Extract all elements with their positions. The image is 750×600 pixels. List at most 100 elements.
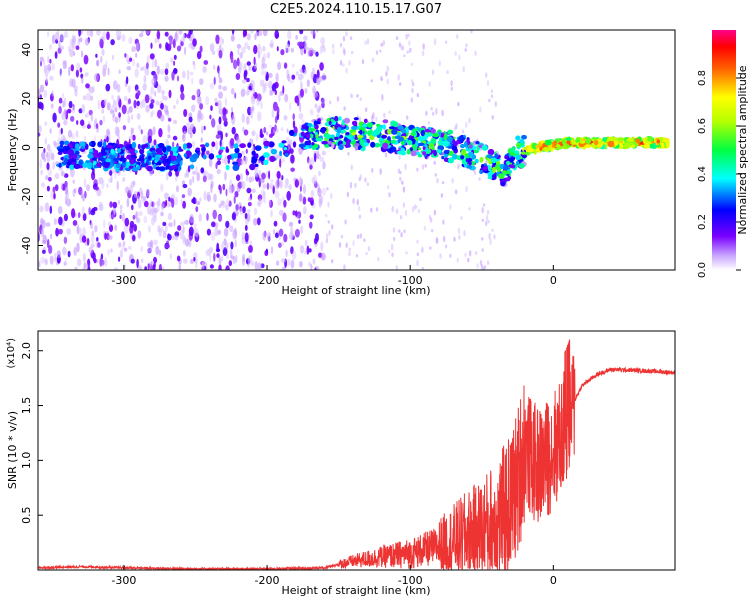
spectrogram-noise-cell (80, 50, 84, 58)
spectrogram-noise-cell (165, 224, 168, 232)
spectrogram-noise-cell (288, 184, 292, 191)
spectrogram-noise-cell (491, 114, 494, 120)
spectrogram-signal-cell (284, 152, 289, 158)
spectrogram-noise-cell (107, 249, 110, 256)
spectrogram-noise-cell (435, 108, 438, 115)
snr-y-axis-label: SNR (10 * v/v) (6, 411, 19, 489)
spectrogram-noise-cell (379, 168, 382, 175)
spectrogram-noise-cell (260, 70, 265, 76)
spectrogram-noise-cell (209, 114, 212, 120)
colorbar-tick-label: 0.2 (697, 214, 708, 230)
spectrogram-signal-cell (515, 161, 520, 166)
spectrogram-noise-cell (106, 136, 109, 143)
spectrogram-noise-cell (137, 265, 143, 270)
spectrogram-noise-cell (293, 126, 298, 135)
spectrogram-noise-cell (210, 231, 216, 241)
spectrogram-noise-cell (193, 223, 197, 229)
spectrogram-noise-cell (451, 177, 454, 184)
spectrogram-signal-cell (232, 161, 239, 165)
spectrogram-signal-cell (469, 144, 473, 149)
spectrogram-signal-cell (359, 139, 365, 146)
spectrogram-noise-cell (286, 128, 289, 134)
spectrogram-noise-cell (264, 69, 267, 76)
spectrogram-noise-cell (170, 57, 174, 64)
spectrogram-noise-cell (176, 75, 180, 82)
spectrogram-signal-cell (510, 165, 515, 169)
spectrogram-noise-cell (73, 51, 76, 56)
spectrogram-signal-cell (418, 142, 425, 146)
spectrogram-noise-cell (315, 232, 319, 243)
spectrogram-noise-cell (110, 39, 115, 46)
spectrogram-noise-cell (45, 175, 49, 181)
spectrogram-noise-cell (279, 179, 283, 189)
spectrogram-noise-cell (72, 179, 75, 184)
spectrogram-noise-cell (356, 234, 360, 239)
spectrogram-noise-cell (158, 128, 163, 138)
spectrogram-noise-cell (80, 119, 85, 126)
spectrogram-noise-cell (102, 64, 108, 71)
spectrogram-noise-cell (216, 168, 221, 175)
spectrogram-noise-cell (56, 250, 61, 259)
y-tick-label: 0 (20, 144, 33, 151)
spectrogram-noise-cell (399, 215, 403, 220)
spectrogram-signal-cell (509, 152, 516, 156)
spectrogram-signal-cell (544, 139, 552, 146)
spectrogram-noise-cell (192, 196, 196, 205)
x-tick-label: -100 (398, 274, 423, 287)
spectrogram-noise-cell (217, 215, 223, 221)
spectrogram-signal-cell (63, 157, 68, 164)
spectrogram-signal-cell (158, 166, 166, 172)
spectrogram-signal-cell (520, 151, 526, 155)
spectrogram-noise-cell (147, 248, 152, 253)
spectrogram-noise-cell (436, 177, 439, 184)
spectrogram-noise-cell (101, 108, 105, 114)
spectrogram-noise-cell (189, 71, 194, 76)
spectrogram-noise-cell (93, 258, 97, 264)
spectrogram-signal-cell (72, 154, 78, 160)
spectrogram-noise-cell (404, 163, 407, 171)
spectrogram-signal-cell (227, 154, 232, 160)
spectrogram-x-axis-label: Height of straight line (km) (281, 284, 430, 297)
spectrogram-noise-cell (206, 150, 210, 155)
spectrogram-signal-cell (649, 143, 655, 149)
spectrogram-noise-cell (488, 232, 491, 240)
spectrogram-noise-cell (103, 257, 108, 267)
spectrogram-signal-cell (613, 141, 619, 146)
spectrogram-noise-cell (196, 171, 200, 182)
spectrogram-noise-cell (118, 256, 121, 262)
spectrogram-noise-cell (168, 196, 171, 202)
spectrogram-noise-cell (209, 264, 214, 269)
spectrogram-noise-cell (158, 263, 162, 270)
spectrogram-noise-cell (265, 248, 268, 254)
spectrogram-noise-cell (66, 228, 72, 235)
spectrogram-noise-cell (137, 199, 142, 209)
spectrogram-signal-cell (482, 165, 488, 172)
spectrogram-noise-cell (416, 239, 419, 244)
spectrogram-signal-cell (630, 144, 635, 148)
spectrogram-noise-cell (294, 228, 300, 238)
spectrogram-noise-cell (132, 234, 136, 242)
spectrogram-signal-cell (168, 155, 172, 162)
spectrogram-noise-cell (225, 132, 228, 138)
spectrogram-noise-cell (180, 92, 185, 101)
spectrogram-signal-cell (623, 143, 630, 149)
spectrogram-noise-cell (51, 62, 56, 71)
spectrogram-noise-cell (275, 34, 279, 38)
spectrogram-noise-cell (222, 107, 227, 116)
spectrogram-signal-cell (575, 139, 581, 143)
y-tick-label: -20 (20, 188, 33, 206)
spectrogram-noise-cell (377, 256, 380, 262)
spectrogram-noise-cell (119, 204, 123, 210)
spectrogram-signal-cell (566, 140, 571, 144)
spectrogram-signal-cell (251, 150, 256, 156)
spectrogram-signal-cell (437, 140, 444, 144)
spectrogram-noise-cell (97, 242, 101, 248)
spectrogram-noise-cell (90, 113, 94, 122)
spectrogram-noise-cell (40, 169, 43, 176)
spectrogram-noise-cell (292, 210, 296, 216)
spectrogram-noise-cell (171, 198, 175, 208)
y-tick-label: 40 (20, 43, 33, 57)
spectrogram-noise-cell (344, 219, 347, 225)
spectrogram-noise-cell (95, 186, 99, 191)
spectrogram-noise-cell (388, 249, 391, 253)
